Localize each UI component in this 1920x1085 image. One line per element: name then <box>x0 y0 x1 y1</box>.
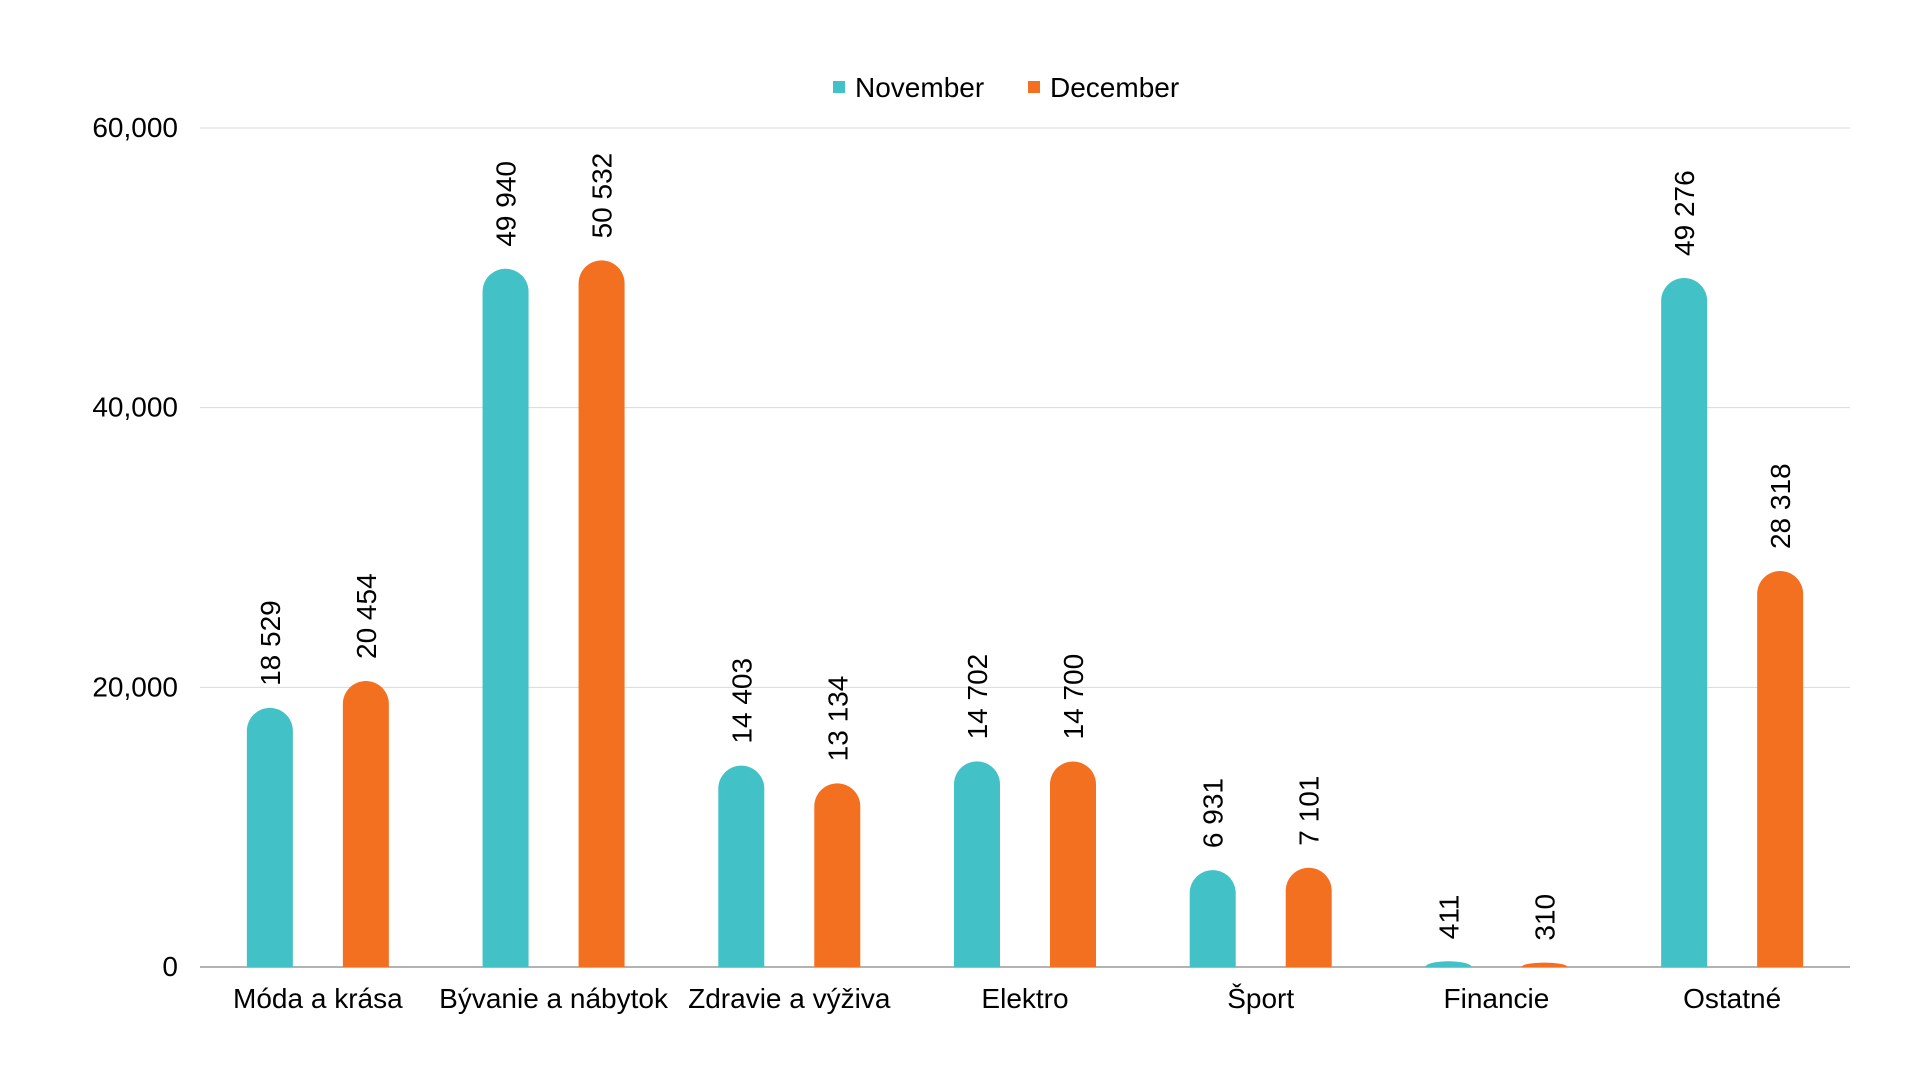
bar-december-2 <box>814 783 861 967</box>
legend-swatch <box>833 81 845 93</box>
bar-december-6 <box>1757 571 1804 967</box>
bar-december-5 <box>1521 962 1568 967</box>
data-label: 310 <box>1529 894 1560 941</box>
x-tick-label: Financie <box>1444 983 1550 1014</box>
data-label: 49 276 <box>1669 170 1700 256</box>
legend-swatch <box>1028 81 1040 93</box>
bar-november-3 <box>954 761 1000 967</box>
data-label: 49 940 <box>491 161 522 247</box>
y-tick-label: 60,000 <box>92 112 178 143</box>
legend: November December <box>833 72 1179 103</box>
gridlines <box>200 127 1850 968</box>
legend-item-november: November <box>833 72 984 103</box>
y-tick-label: 40,000 <box>92 392 178 423</box>
data-label: 411 <box>1433 895 1464 940</box>
data-labels: 18 529 20 454 49 940 50 532 14 403 13 134 14 7… <box>255 153 1796 941</box>
x-tick-label: Elektro <box>981 983 1068 1014</box>
data-label: 18 529 <box>255 600 286 686</box>
legend-label: December <box>1050 72 1179 103</box>
x-axis: Móda a krása Bývanie a nábytok Zdravie a v… <box>233 983 1781 1014</box>
bar-november-1 <box>482 268 529 967</box>
x-tick-label: Šport <box>1227 983 1294 1014</box>
y-tick-label: 20,000 <box>92 671 178 702</box>
data-label: 14 700 <box>1058 654 1089 740</box>
bar-december-0 <box>342 680 389 967</box>
data-label: 14 403 <box>726 658 757 744</box>
bar-december-3 <box>1050 761 1096 967</box>
data-label: 6 931 <box>1198 778 1229 848</box>
data-label: 20 454 <box>351 573 382 659</box>
data-label: 13 134 <box>822 676 853 762</box>
data-label: 28 318 <box>1765 463 1796 549</box>
bar-november-0 <box>246 707 293 967</box>
y-tick-label: 0 <box>162 951 178 982</box>
bar-november-5 <box>1425 961 1472 967</box>
legend-item-december: December <box>1028 72 1179 103</box>
data-label: 50 532 <box>587 153 618 239</box>
x-tick-label: Zdravie a výživa <box>688 983 891 1014</box>
y-axis: 0 20,000 40,000 60,000 <box>92 112 178 982</box>
bar-november-6 <box>1661 277 1708 967</box>
bar-december-4 <box>1285 867 1332 967</box>
bar-november-2 <box>718 765 765 967</box>
bar-december-1 <box>578 260 625 967</box>
x-tick-label: Bývanie a nábytok <box>439 983 669 1014</box>
x-tick-label: Ostatné <box>1683 983 1781 1014</box>
legend-label: November <box>855 72 984 103</box>
data-label: 7 101 <box>1294 776 1325 846</box>
bar-november-4 <box>1189 870 1236 967</box>
x-tick-label: Móda a krása <box>233 983 403 1014</box>
data-label: 14 702 <box>962 654 993 740</box>
bars <box>246 260 1804 967</box>
